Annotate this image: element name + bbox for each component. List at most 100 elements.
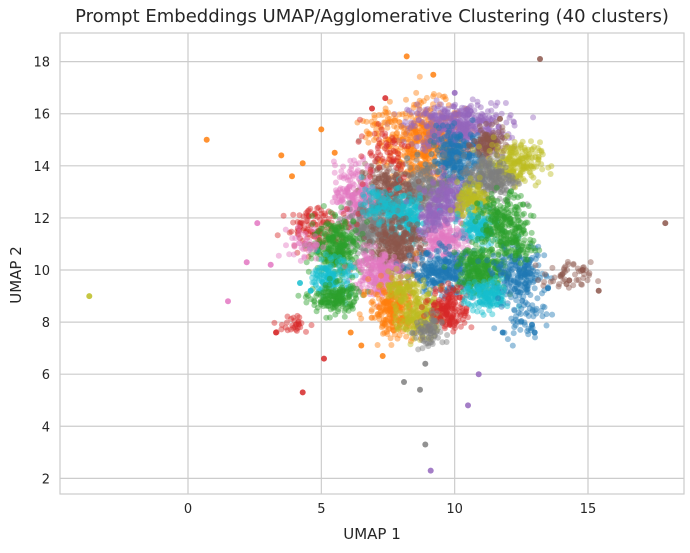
- point: [439, 158, 446, 165]
- point: [410, 171, 417, 178]
- point: [462, 107, 469, 114]
- point: [456, 120, 463, 127]
- point: [447, 155, 454, 161]
- point: [445, 189, 452, 196]
- point: [496, 128, 503, 135]
- point: [433, 133, 440, 140]
- point: [416, 162, 423, 169]
- point: [405, 129, 412, 136]
- point: [439, 164, 446, 171]
- point: [448, 126, 455, 133]
- point: [483, 221, 490, 228]
- point: [426, 130, 432, 136]
- point: [423, 123, 430, 130]
- point: [442, 190, 449, 197]
- point: [334, 248, 341, 254]
- point: [318, 225, 325, 232]
- point: [419, 168, 426, 174]
- point: [432, 144, 439, 150]
- point: [453, 124, 459, 131]
- point: [482, 130, 488, 137]
- point: [430, 191, 437, 198]
- point: [444, 155, 451, 162]
- point: [452, 122, 459, 129]
- point: [500, 131, 507, 138]
- point: [442, 160, 448, 167]
- point: [467, 175, 474, 182]
- point: [460, 170, 466, 177]
- point: [404, 125, 411, 132]
- point: [395, 154, 402, 161]
- point: [518, 166, 525, 173]
- point: [530, 114, 537, 121]
- point: [430, 178, 436, 185]
- point: [440, 185, 447, 192]
- point: [461, 121, 468, 128]
- point: [416, 165, 423, 172]
- point: [448, 137, 455, 144]
- point: [432, 158, 439, 165]
- point: [458, 165, 465, 172]
- point: [402, 135, 409, 142]
- point: [482, 115, 489, 122]
- point: [449, 150, 456, 157]
- point: [378, 171, 385, 178]
- point: [387, 180, 394, 187]
- point: [439, 125, 446, 132]
- point: [442, 164, 449, 171]
- point: [480, 127, 487, 134]
- point: [406, 146, 413, 152]
- point: [417, 149, 424, 156]
- point: [424, 123, 431, 130]
- point: [462, 121, 469, 128]
- point: [436, 139, 442, 146]
- point: [432, 115, 438, 122]
- point: [437, 122, 443, 129]
- point: [462, 110, 469, 117]
- point: [457, 158, 464, 165]
- point: [489, 174, 496, 181]
- point: [376, 231, 383, 238]
- point: [389, 157, 396, 164]
- point: [479, 135, 485, 141]
- point: [425, 146, 432, 153]
- point: [449, 103, 456, 110]
- point: [450, 167, 457, 174]
- point: [472, 116, 479, 123]
- point: [452, 119, 459, 126]
- point: [413, 166, 420, 173]
- point: [475, 112, 481, 119]
- point: [485, 180, 492, 187]
- point: [470, 117, 477, 124]
- point: [448, 132, 455, 139]
- point: [422, 151, 429, 158]
- point: [467, 119, 474, 126]
- point: [509, 177, 516, 184]
- point: [403, 145, 410, 152]
- point: [422, 145, 428, 152]
- point: [452, 101, 459, 108]
- point: [433, 97, 440, 104]
- point: [517, 172, 524, 179]
- point: [407, 124, 414, 131]
- point: [448, 175, 455, 182]
- point: [511, 119, 517, 126]
- point: [449, 123, 455, 130]
- point: [431, 137, 438, 144]
- point: [425, 140, 432, 147]
- point: [413, 157, 420, 164]
- point: [440, 126, 447, 133]
- point: [408, 167, 415, 174]
- point: [434, 133, 441, 140]
- point: [415, 117, 422, 124]
- point: [411, 101, 418, 108]
- point: [471, 160, 478, 167]
- point: [425, 131, 432, 138]
- point: [412, 126, 419, 133]
- point: [341, 172, 348, 179]
- point: [446, 157, 453, 164]
- point: [421, 120, 428, 127]
- point: [447, 134, 454, 141]
- point: [433, 122, 440, 129]
- point: [420, 153, 427, 160]
